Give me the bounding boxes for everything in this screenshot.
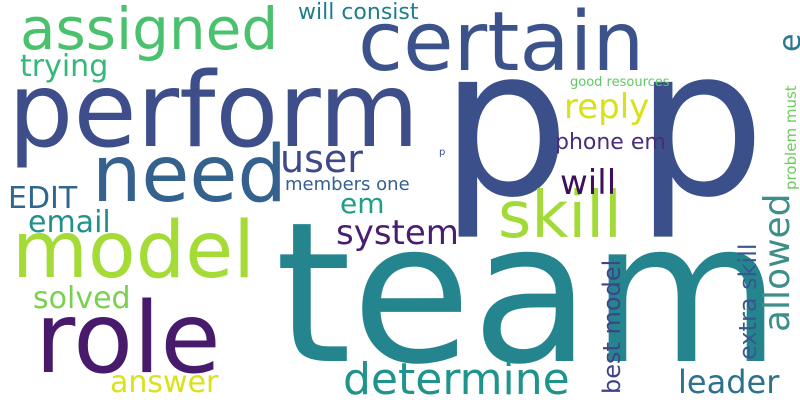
word-role: role (35, 282, 221, 396)
word-trying: trying (20, 49, 109, 84)
word-problem-must: good resources (570, 75, 670, 90)
word-certain: certain (358, 0, 645, 90)
word-allowed: allowed (757, 193, 798, 332)
word-user: user (280, 137, 363, 181)
word-p-big: p p (440, 5, 766, 243)
word-em: em (340, 187, 385, 220)
word-team: team (275, 180, 781, 400)
word-edit: EDIT (8, 181, 78, 216)
word-determine: determine (343, 354, 570, 400)
word-reply: reply (564, 87, 650, 127)
word-e: e (773, 34, 800, 52)
word-extra-skill: extra skill (734, 243, 762, 360)
word-leader: leader (678, 363, 780, 400)
word-model: model (12, 206, 255, 296)
word-perform: perform (8, 51, 420, 171)
word-will-consist: will consist (298, 0, 419, 25)
word-solved: solved (33, 281, 131, 316)
word-answer: answer (110, 365, 219, 400)
word-best-model: best model (598, 259, 626, 394)
word-good-resources: problem must (782, 85, 800, 190)
word-assigned: assigned (20, 0, 279, 63)
word-skill: skill (498, 179, 622, 253)
word-system: system (336, 213, 459, 253)
word-members-one: members one (285, 174, 410, 195)
word-will: will (560, 163, 617, 203)
word-email: email (28, 205, 111, 240)
word-need: need (92, 130, 287, 220)
word-phone-em: phone em (555, 130, 666, 155)
word-p-small: p (439, 147, 446, 158)
